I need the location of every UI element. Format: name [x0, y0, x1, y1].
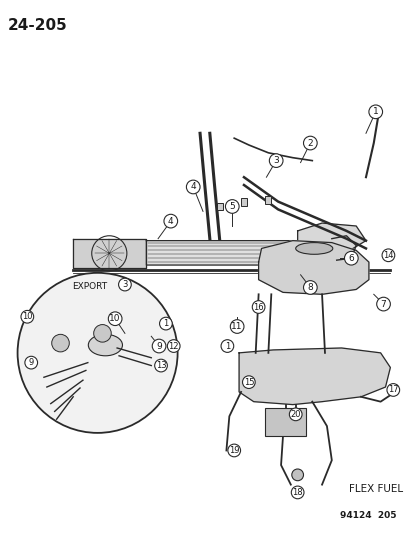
Bar	[240, 198, 246, 206]
Text: 1: 1	[224, 342, 230, 351]
Circle shape	[303, 136, 316, 150]
Polygon shape	[297, 223, 365, 265]
Circle shape	[381, 249, 394, 262]
Circle shape	[344, 252, 357, 265]
Circle shape	[159, 317, 172, 330]
Circle shape	[227, 444, 240, 457]
Circle shape	[230, 320, 243, 333]
Text: 11: 11	[231, 322, 242, 331]
Circle shape	[225, 200, 239, 213]
Text: 18: 18	[292, 488, 302, 497]
Text: EXPORT: EXPORT	[72, 282, 107, 291]
Circle shape	[164, 214, 177, 228]
Circle shape	[118, 278, 131, 291]
Circle shape	[152, 339, 166, 353]
Text: 19: 19	[228, 446, 239, 455]
Text: 8: 8	[307, 283, 313, 292]
Text: 3: 3	[122, 280, 127, 289]
Ellipse shape	[295, 243, 332, 254]
Text: 7: 7	[380, 300, 385, 309]
Circle shape	[25, 356, 38, 369]
Circle shape	[154, 359, 167, 372]
Text: 1: 1	[163, 319, 168, 328]
Text: 16: 16	[253, 303, 263, 311]
Text: 5: 5	[229, 202, 235, 211]
Circle shape	[269, 154, 282, 167]
Text: 10: 10	[109, 314, 121, 323]
Circle shape	[108, 312, 122, 326]
Text: 94124  205: 94124 205	[339, 511, 395, 520]
Text: 15: 15	[243, 378, 254, 386]
Circle shape	[252, 301, 264, 313]
Polygon shape	[258, 240, 368, 294]
Text: 20: 20	[290, 410, 300, 419]
Circle shape	[186, 180, 199, 194]
Text: 2: 2	[307, 139, 312, 148]
Bar	[216, 203, 222, 211]
Text: 10: 10	[22, 312, 33, 321]
Polygon shape	[73, 239, 146, 268]
Bar	[265, 196, 271, 204]
Circle shape	[368, 105, 382, 119]
Ellipse shape	[88, 334, 122, 356]
Polygon shape	[146, 240, 297, 265]
Circle shape	[167, 340, 180, 352]
Text: 13: 13	[155, 361, 166, 370]
Text: 4: 4	[190, 182, 196, 191]
Circle shape	[386, 384, 399, 397]
Circle shape	[376, 297, 389, 311]
Text: 17: 17	[387, 385, 398, 394]
Circle shape	[303, 281, 316, 294]
Text: 1: 1	[372, 107, 378, 116]
Circle shape	[17, 273, 177, 433]
Circle shape	[242, 376, 254, 389]
Text: 6: 6	[348, 254, 354, 263]
Circle shape	[291, 486, 303, 499]
Text: 14: 14	[382, 251, 393, 260]
Circle shape	[221, 340, 233, 352]
Text: 9: 9	[28, 358, 34, 367]
Text: 24-205: 24-205	[8, 18, 67, 33]
Circle shape	[93, 325, 111, 342]
Circle shape	[52, 334, 69, 352]
Circle shape	[21, 310, 33, 323]
Text: 9: 9	[156, 342, 161, 351]
Circle shape	[289, 408, 301, 421]
Polygon shape	[239, 348, 389, 405]
Text: 12: 12	[168, 342, 178, 351]
Text: 4: 4	[168, 216, 173, 225]
Circle shape	[291, 469, 303, 481]
Bar	[265, 408, 306, 436]
Text: FLEX FUEL: FLEX FUEL	[349, 484, 403, 495]
Text: 3: 3	[273, 156, 278, 165]
